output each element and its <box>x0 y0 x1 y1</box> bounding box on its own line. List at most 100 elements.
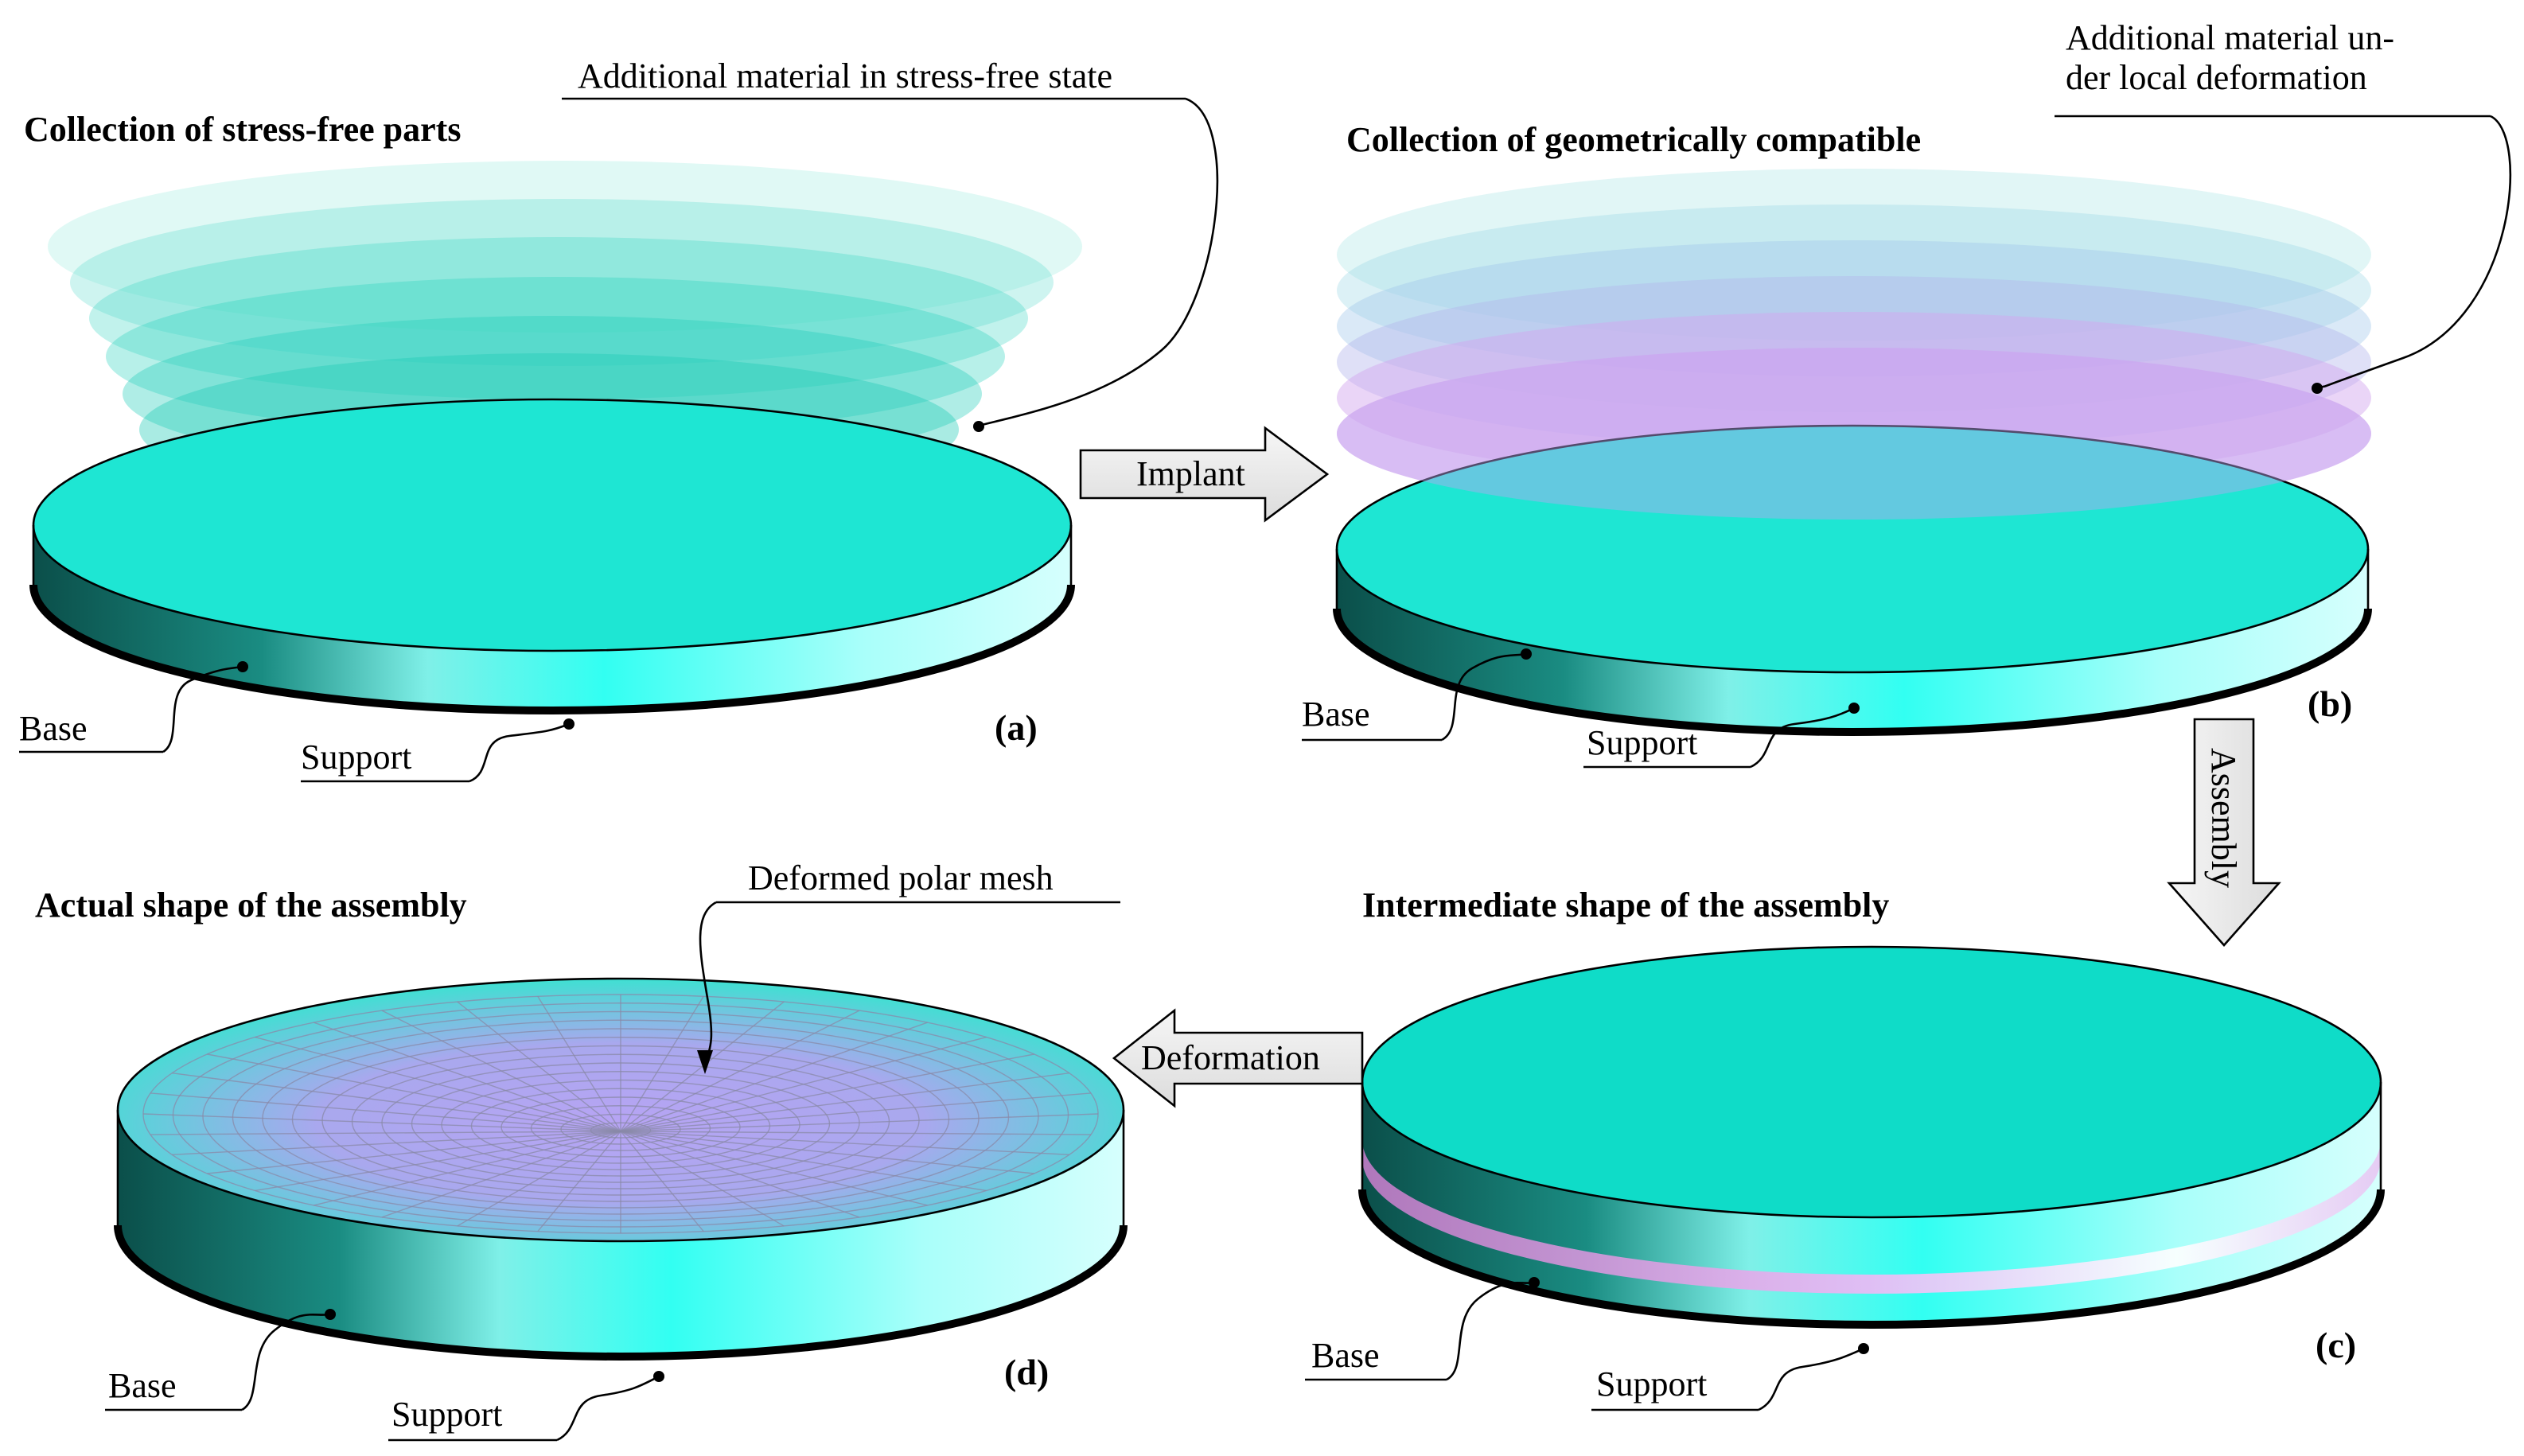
mesh-spoke <box>172 1131 621 1156</box>
disk-a-bottom-edge <box>29 584 1075 714</box>
mesh-spoke <box>381 1131 621 1218</box>
panel-a-callout-dot <box>973 421 984 432</box>
mesh-spoke <box>314 1131 621 1206</box>
panel-d-title: Actual shape of the assembly <box>35 886 467 925</box>
layer-b-1 <box>1337 169 2371 341</box>
mesh-spoke <box>620 1022 928 1132</box>
panel-b-additional-layers <box>1337 169 2371 520</box>
mesh-spoke <box>620 1131 987 1192</box>
mesh-spoke <box>620 1010 860 1132</box>
panel-c: Intermediate shape of the assembly Base … <box>1305 886 2385 1411</box>
panel-d-assembly-disk <box>114 977 1128 1361</box>
panel-d-tag: (d) <box>1004 1352 1049 1392</box>
panel-d-support-dot <box>653 1371 664 1382</box>
mesh-spoke <box>381 1010 621 1132</box>
panel-b-base-label: Base <box>1302 695 1370 734</box>
panel-a-support-label: Support <box>301 738 411 777</box>
mesh-spoke <box>620 1113 1099 1132</box>
panel-c-support-leader <box>1758 1347 1864 1411</box>
panel-c-base-dot <box>1529 1277 1540 1288</box>
mesh-spoke <box>457 1001 621 1132</box>
panel-a-base-leader <box>162 665 243 753</box>
deformation-arrow: Deformation <box>1112 1008 1364 1108</box>
mesh-spoke <box>620 1001 785 1132</box>
disk-c-bottom-edge <box>1358 1189 2385 1329</box>
panel-a-tag: (a) <box>995 707 1038 748</box>
layer-a-4 <box>106 277 1005 436</box>
implant-arrow-shape <box>1079 426 1330 523</box>
panel-b-tag: (b) <box>2308 683 2352 724</box>
mesh-spoke <box>207 1131 621 1174</box>
mesh-spoke <box>142 1113 621 1132</box>
mesh-spoke <box>172 1073 621 1132</box>
mesh-spoke <box>255 1036 621 1132</box>
mesh-spoke <box>620 1131 860 1218</box>
panel-b-base-leader <box>1441 652 1527 742</box>
panel-a-support-dot <box>563 718 575 730</box>
mesh-spoke <box>537 1131 621 1232</box>
panel-c-support-dot <box>1858 1343 1869 1354</box>
mesh-spoke <box>620 1073 1069 1132</box>
panel-d-base-leader <box>241 1313 331 1411</box>
deformed-polar-mesh <box>142 994 1099 1234</box>
mesh-spoke <box>620 1036 987 1132</box>
panel-a-callout-leader <box>978 97 1219 427</box>
layer-b-overlap <box>1337 348 2371 520</box>
disk-c-top <box>1361 945 2382 1219</box>
deformation-arrow-label: Deformation <box>1141 1038 1320 1077</box>
assembly-arrow-label: Assembly <box>2204 748 2243 888</box>
mesh-spoke <box>314 1022 621 1132</box>
panel-d-base-label: Base <box>108 1366 177 1405</box>
panel-a-base-label: Base <box>19 709 88 748</box>
panel-b: Collection of geometrically compatible A… <box>1302 18 2512 769</box>
panel-c-tag: (c) <box>2316 1325 2356 1365</box>
disk-d-bottom-edge <box>114 1224 1128 1361</box>
mesh-spoke <box>620 1131 704 1232</box>
mesh-spoke <box>255 1131 621 1192</box>
panel-a-support-leader <box>469 722 570 783</box>
mesh-spoke <box>620 1131 1034 1174</box>
panel-a-base-disk <box>29 398 1075 714</box>
implant-arrow: Implant <box>1079 426 1330 523</box>
panel-a-base-dot <box>237 661 248 672</box>
panel-c-base-leader <box>1446 1281 1535 1381</box>
mesh-spoke <box>150 1131 621 1135</box>
mesh-spoke <box>620 1131 1091 1135</box>
panel-b-callout-line1: Additional material un- <box>2066 18 2394 57</box>
panel-d-base-dot <box>325 1309 336 1320</box>
panel-b-callout-dot <box>2312 383 2323 394</box>
disk-a-top <box>32 398 1073 652</box>
layer-b-2 <box>1337 204 2371 376</box>
disk-b-bottom-edge <box>1333 608 2372 736</box>
panel-b-callout-leader <box>2316 115 2512 390</box>
implant-arrow-label: Implant <box>1136 454 1245 493</box>
panel-a-title: Collection of stress-free parts <box>24 110 461 149</box>
mesh-spoke <box>620 1053 1034 1132</box>
panel-d-support-leader <box>556 1375 660 1442</box>
panel-b-support-dot <box>1848 703 1860 714</box>
panel-b-base-disk <box>1333 348 2372 736</box>
layer-a-3 <box>89 237 1028 399</box>
panel-d-support-label: Support <box>391 1395 502 1434</box>
panel-c-assembly-disk <box>1358 945 2385 1329</box>
layer-a-2 <box>70 199 1054 366</box>
mesh-spoke <box>620 1092 1091 1132</box>
panel-c-base-label: Base <box>1311 1336 1380 1375</box>
panel-b-base-dot <box>1521 648 1532 660</box>
panel-b-title: Collection of geometrically compatible <box>1346 120 1921 159</box>
panel-d-callout-arrowhead <box>697 1050 713 1074</box>
panel-c-support-label: Support <box>1596 1365 1707 1403</box>
panel-d: Actual shape of the assembly Deformed po… <box>35 858 1128 1442</box>
mesh-spoke <box>207 1053 621 1132</box>
mesh-spoke <box>457 1131 621 1227</box>
assembly-arrow: Assembly <box>2167 718 2281 947</box>
mesh-spoke <box>620 1131 785 1227</box>
mesh-spoke <box>150 1092 621 1132</box>
mesh-spoke <box>537 995 621 1132</box>
panel-a-callout-label: Additional material in stress-free state <box>578 56 1112 95</box>
panel-b-support-label: Support <box>1587 723 1697 762</box>
panel-a: Collection of stress-free parts Addition… <box>19 56 1219 783</box>
assembly-arrow-shape <box>2167 718 2281 947</box>
deformation-arrow-shape <box>1112 1008 1364 1108</box>
layer-a-1 <box>48 161 1082 333</box>
